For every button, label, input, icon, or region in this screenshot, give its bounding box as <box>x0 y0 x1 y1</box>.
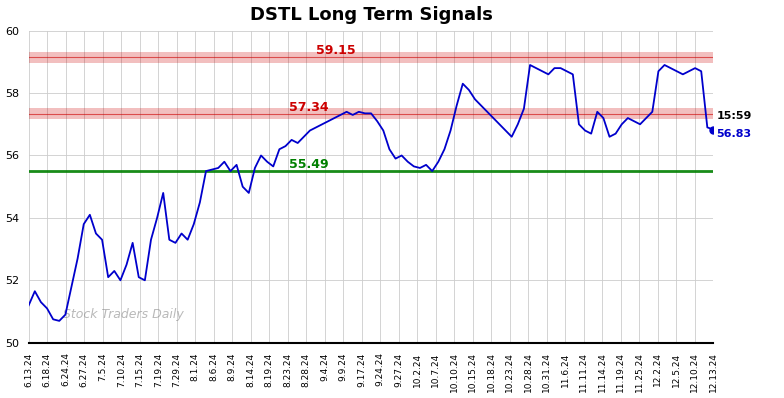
Bar <box>29 52 713 63</box>
Text: 15:59: 15:59 <box>717 111 752 121</box>
Text: Stock Traders Daily: Stock Traders Daily <box>63 308 183 321</box>
Bar <box>29 108 713 119</box>
Title: DSTL Long Term Signals: DSTL Long Term Signals <box>249 6 492 23</box>
Text: 57.34: 57.34 <box>289 101 328 113</box>
Text: 59.15: 59.15 <box>316 44 356 57</box>
Text: 55.49: 55.49 <box>289 158 328 171</box>
Text: 56.83: 56.83 <box>717 129 752 139</box>
